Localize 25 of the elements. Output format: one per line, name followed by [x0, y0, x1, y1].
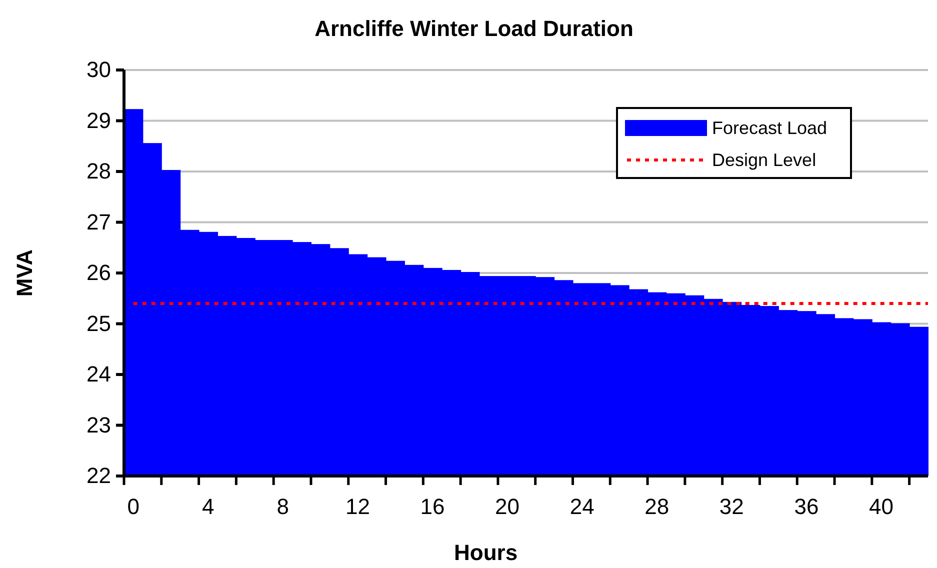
y-tick-label: 24 — [86, 362, 111, 387]
y-axis-title: MVA — [12, 249, 37, 297]
y-tick-label: 23 — [86, 412, 111, 438]
y-tick-label: 30 — [86, 57, 111, 82]
x-tick-label: 8 — [276, 494, 290, 519]
y-tick-label: 25 — [86, 310, 111, 336]
y-tick-label: 29 — [86, 108, 111, 133]
x-tick-label: 40 — [869, 494, 894, 519]
chart-title: Arncliffe Winter Load Duration — [314, 16, 634, 41]
x-tick-label: 12 — [345, 494, 370, 519]
y-tick-label: 28 — [86, 158, 111, 184]
x-tick-label: 36 — [794, 494, 819, 519]
legend-label: Forecast Load — [712, 118, 828, 138]
y-tick-label: 26 — [86, 260, 111, 286]
x-tick-label: 0 — [127, 494, 140, 519]
x-tick-label: 16 — [420, 494, 445, 519]
x-axis-title: Hours — [454, 540, 518, 565]
x-tick-label: 28 — [644, 494, 670, 519]
y-tick-label: 27 — [86, 209, 111, 234]
x-tick-label: 20 — [495, 494, 520, 519]
x-tick-label: 32 — [719, 494, 744, 519]
x-tick-label: 24 — [570, 494, 594, 519]
x-tick-label: 4 — [202, 494, 214, 519]
legend-label: Design Level — [712, 150, 816, 170]
y-tick-label: 22 — [86, 463, 111, 488]
